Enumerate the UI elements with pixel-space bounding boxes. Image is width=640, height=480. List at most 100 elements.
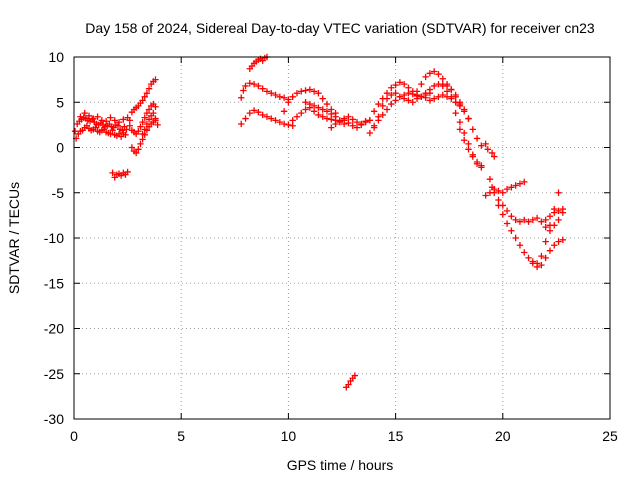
series-arc-30 xyxy=(495,202,567,271)
data-point xyxy=(499,211,506,218)
data-point xyxy=(315,111,322,119)
data-point xyxy=(126,117,133,124)
data-point xyxy=(349,122,356,129)
data-point xyxy=(276,93,284,101)
data-point xyxy=(310,108,318,115)
data-point xyxy=(379,102,386,110)
data-point xyxy=(263,88,271,95)
data-point xyxy=(353,124,361,131)
data-point xyxy=(145,106,153,113)
data-point xyxy=(512,216,519,224)
y-tick-label: -25 xyxy=(44,366,64,382)
data-point xyxy=(302,106,309,113)
data-point xyxy=(145,116,153,123)
data-point xyxy=(298,109,305,117)
data-point xyxy=(143,120,151,128)
data-point xyxy=(546,247,554,254)
data-point xyxy=(559,236,567,244)
series-arc-5 xyxy=(126,76,159,124)
data-point xyxy=(488,149,496,157)
data-point xyxy=(242,115,249,122)
data-point xyxy=(250,80,258,88)
y-axis-label: SDTVAR / TECUs xyxy=(6,182,22,294)
data-point xyxy=(375,100,382,108)
x-tick-label: 10 xyxy=(281,428,297,444)
data-point xyxy=(521,178,528,186)
data-point xyxy=(120,116,127,123)
y-tick-label: 0 xyxy=(56,140,64,156)
data-point xyxy=(123,126,130,133)
data-point xyxy=(315,104,322,111)
data-point xyxy=(430,82,438,90)
data-point xyxy=(298,88,305,95)
data-point xyxy=(272,91,279,99)
data-point xyxy=(137,140,144,148)
data-point xyxy=(141,126,148,133)
data-point xyxy=(126,122,133,129)
data-point xyxy=(508,213,515,220)
data-point xyxy=(551,222,558,229)
data-point xyxy=(516,180,524,187)
data-point xyxy=(340,117,348,124)
data-point xyxy=(430,68,438,75)
y-tick-label: -30 xyxy=(44,411,64,427)
data-point xyxy=(143,109,151,117)
data-point xyxy=(293,113,301,120)
data-point xyxy=(542,216,549,224)
data-point xyxy=(263,113,271,120)
data-point xyxy=(555,189,562,196)
series-arc-8 xyxy=(139,109,161,138)
data-point xyxy=(443,82,451,90)
data-point xyxy=(117,133,125,140)
x-tick-label: 5 xyxy=(177,428,185,444)
data-point xyxy=(349,116,356,123)
series-arc-29 xyxy=(495,196,567,225)
data-point xyxy=(482,192,489,199)
data-point xyxy=(413,95,421,102)
data-point xyxy=(400,80,408,88)
data-point xyxy=(435,70,442,78)
data-point xyxy=(302,99,309,106)
data-point xyxy=(345,113,352,120)
data-point xyxy=(306,100,314,108)
data-point xyxy=(551,242,558,249)
data-point xyxy=(533,260,541,267)
data-point xyxy=(469,126,476,133)
data-point xyxy=(482,140,489,148)
data-point xyxy=(542,254,549,262)
data-point xyxy=(240,87,247,94)
series-arc-25 xyxy=(456,126,485,169)
series-arc-22 xyxy=(426,91,472,122)
data-point xyxy=(484,146,491,153)
data-point xyxy=(323,115,331,122)
data-point xyxy=(358,121,365,129)
data-point xyxy=(388,91,395,99)
series-arc-2 xyxy=(72,122,129,142)
series-arc-16 xyxy=(343,372,359,391)
data-point xyxy=(529,258,537,265)
data-point xyxy=(512,182,519,189)
data-point xyxy=(456,118,464,126)
data-point xyxy=(345,119,352,127)
data-point xyxy=(469,153,476,160)
data-point xyxy=(111,117,118,124)
data-point xyxy=(538,218,545,225)
data-point xyxy=(516,242,524,249)
data-point xyxy=(310,88,318,95)
data-point xyxy=(495,196,502,204)
data-point xyxy=(418,80,425,88)
data-point xyxy=(435,93,442,101)
data-point xyxy=(276,118,284,126)
data-point xyxy=(238,94,245,101)
data-point xyxy=(336,118,344,126)
data-point xyxy=(456,99,464,106)
data-point xyxy=(250,107,258,114)
x-tick-label: 25 xyxy=(602,428,618,444)
y-tick-label: 10 xyxy=(48,49,64,65)
data-point xyxy=(555,216,562,224)
series-arc-23 xyxy=(439,80,485,149)
data-point xyxy=(546,213,554,220)
data-point xyxy=(538,261,545,269)
data-point xyxy=(555,207,562,215)
